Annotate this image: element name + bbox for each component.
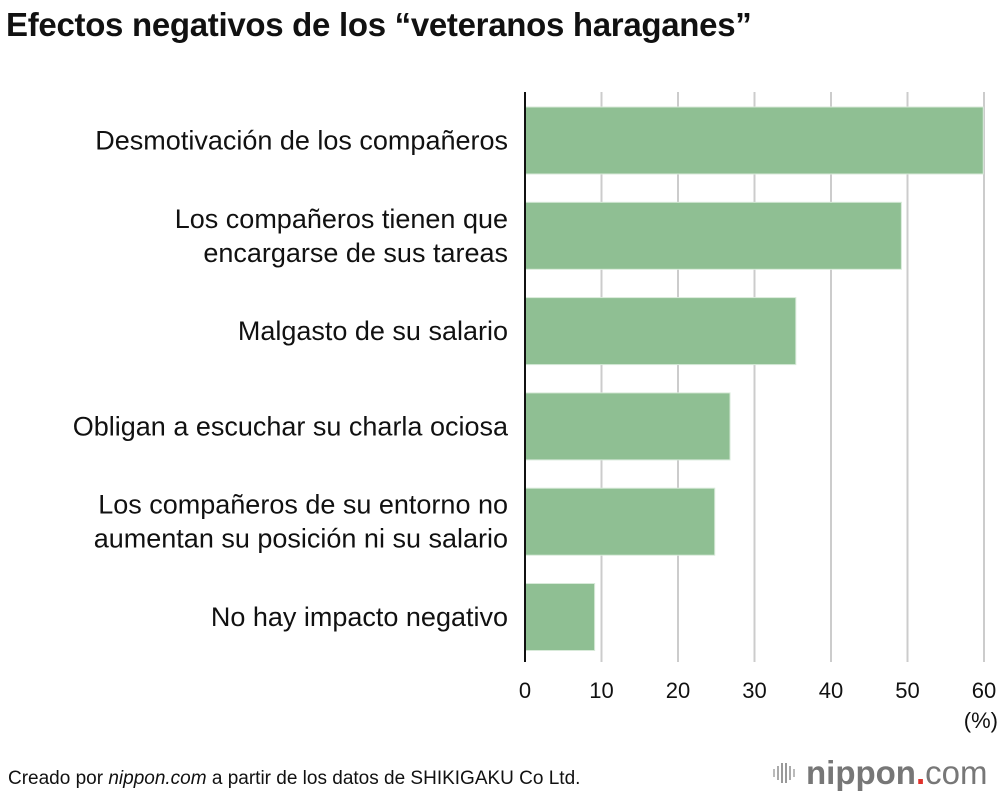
logo-name: nippon xyxy=(806,754,916,791)
category-label: No hay impacto negativo xyxy=(211,602,508,632)
bar-chart: 0 10 20 30 40 50 60 (%) Desmotivación de los com… xyxy=(73,92,998,733)
bar xyxy=(524,106,984,175)
chart-title: Efectos negativos de los “veteranos hara… xyxy=(6,6,752,43)
bar xyxy=(524,297,797,366)
bar xyxy=(524,201,902,270)
x-tick-label: 50 xyxy=(895,678,919,703)
category-label: encargarse de sus tareas xyxy=(203,238,508,268)
nippon-logo: nippon. com xyxy=(772,754,987,792)
category-label: Los compañeros tienen que xyxy=(175,204,508,234)
logo-tld: com xyxy=(925,754,988,791)
sound-bars-icon xyxy=(773,763,795,783)
x-tick-label: 10 xyxy=(589,678,613,703)
x-tick-label: 20 xyxy=(666,678,690,703)
x-tick-label: 40 xyxy=(819,678,843,703)
credit-prefix: Creado por xyxy=(8,768,109,789)
credit-source: nippon.com xyxy=(108,768,207,789)
source-credit: Creado por nippon.com a partir de los da… xyxy=(8,768,580,790)
bar xyxy=(524,583,596,651)
bar xyxy=(524,392,731,461)
x-axis-label: (%) xyxy=(964,708,998,733)
category-label: Obligan a escuchar su charla ociosa xyxy=(73,411,509,441)
x-tick-label: 60 xyxy=(972,678,996,703)
bar xyxy=(524,487,716,556)
logo-dot: . xyxy=(915,754,926,791)
category-label: Desmotivación de los compañeros xyxy=(95,126,508,156)
x-tick-label: 30 xyxy=(742,678,766,703)
category-label: Malgasto de su salario xyxy=(238,316,508,346)
category-label: Los compañeros de su entorno no xyxy=(98,490,508,520)
credit-suffix: a partir de los datos de SHIKIGAKU Co Lt… xyxy=(206,768,581,789)
x-tick-label: 0 xyxy=(519,678,531,703)
category-label: aumentan su posición ni su salario xyxy=(94,524,508,554)
